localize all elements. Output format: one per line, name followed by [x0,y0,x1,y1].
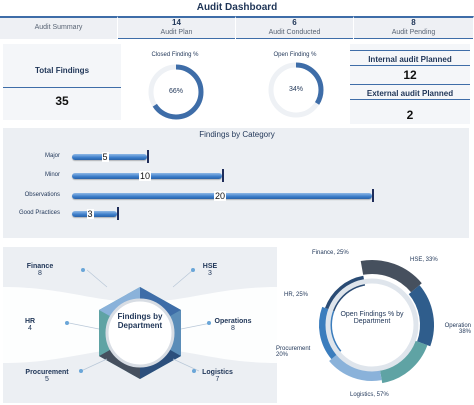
tab-audit-conducted[interactable]: 6 Audit Conducted [236,16,354,39]
audit-pending-label: Audit Pending [354,28,473,39]
category-chart-title: Findings by Category [199,130,275,139]
connector-dot [65,321,69,325]
department-item-procurement: Procurement 5 [22,369,72,383]
department-item-finance: Finance 8 [20,263,60,277]
open-findings-donut [319,260,434,384]
department-item-operations: Operations 8 [208,318,258,332]
donut-segment [360,260,422,293]
tab-audit-pending[interactable]: 8 Audit Pending [354,16,474,39]
kpi-divider [350,99,470,100]
segment-label-procurement: Procurement 20% [276,346,311,358]
closed-finding-label: Closed Finding % [151,52,199,58]
open-findings-center-label: Open Findings % by Department [340,311,404,325]
segment-label-hr: HR, 25% [284,292,309,298]
donut-segment [379,340,428,384]
category-bar-value: 20 [214,191,227,201]
category-bar-value: 5 [101,152,109,162]
category-label: Minor [44,172,60,178]
kpi-divider [350,84,470,85]
tab-audit-summary-label: Audit Summary [34,24,83,31]
category-bar-end-marker [117,207,119,220]
department-name: HR [24,318,36,325]
category-bar-end-marker [147,150,149,163]
category-bar [72,154,147,160]
segment-label-hse: HSE, 33% [410,257,438,263]
internal-audit-label: Internal audit Planned [368,55,452,64]
donut-segment [329,351,382,381]
donut-inner-ring [325,278,419,372]
audit-plan-value: 14 [172,18,181,27]
department-count: 4 [28,325,32,332]
department-name: Procurement [25,369,69,376]
connector-dot [192,369,196,373]
audit-conducted-label: Audit Conducted [236,28,353,39]
department-item-hse: HSE 3 [190,263,230,277]
total-findings-label: Total Findings [34,66,90,75]
category-bar [72,211,117,217]
internal-audit-value: 12 [403,68,417,82]
total-findings-card: Total Findings 35 [3,44,121,120]
category-bar-end-marker [222,169,224,182]
kpi-divider [350,65,470,66]
category-label: Good Practices [18,210,60,216]
audit-conducted-value: 6 [292,18,297,27]
segment-label-finance: Finance, 25% [312,250,349,256]
kpi-divider [350,50,470,51]
connector-dot [81,268,85,272]
category-label: Observations [24,192,60,198]
audit-planned-card: Internal audit Planned 12 External audit… [350,44,470,124]
department-name: Logistics [202,369,233,376]
department-count: 8 [38,270,42,277]
department-diagram [3,269,277,379]
audit-plan-label: Audit Plan [118,28,235,39]
category-panel [3,128,469,238]
department-count: 7 [215,376,220,383]
department-name: Operations [214,318,252,325]
category-bar-end-marker [372,189,374,202]
department-item-hr: HR 4 [10,318,50,332]
department-count: 5 [45,376,49,383]
open-finding-value: 34% [288,86,303,93]
page-title: Audit Dashboard [196,2,278,13]
total-findings-value: 35 [55,94,69,108]
open-finding-ring [268,62,324,118]
department-name: Finance [26,263,54,270]
category-label: Major [44,153,60,159]
tab-audit-plan[interactable]: 14 Audit Plan [118,16,236,39]
external-audit-value: 2 [406,108,414,122]
department-name: HSE [202,263,218,270]
open-finding-label: Open Finding % [273,52,317,58]
connector-dot [207,321,211,325]
department-center-label: Findings by Department [117,312,163,330]
external-audit-label: External audit Planned [366,89,454,98]
department-count: 8 [231,325,235,332]
connector-dot [191,268,195,272]
segment-label-operations: Operation 38% [444,323,471,335]
department-count: 3 [208,270,212,277]
closed-finding-value: 66% [168,88,183,95]
department-item-logistics: Logistics 7 [195,369,240,383]
category-bar-value: 3 [86,209,94,219]
kpi-divider [3,87,121,88]
audit-pending-value: 8 [411,18,416,27]
connector-dot [79,369,83,373]
tab-audit-summary[interactable]: Audit Summary [0,16,118,39]
category-bar-value: 10 [139,171,152,181]
donut-segment [408,285,434,347]
closed-finding-ring [148,64,204,120]
segment-label-logistics: Logistics, 57% [350,392,389,398]
